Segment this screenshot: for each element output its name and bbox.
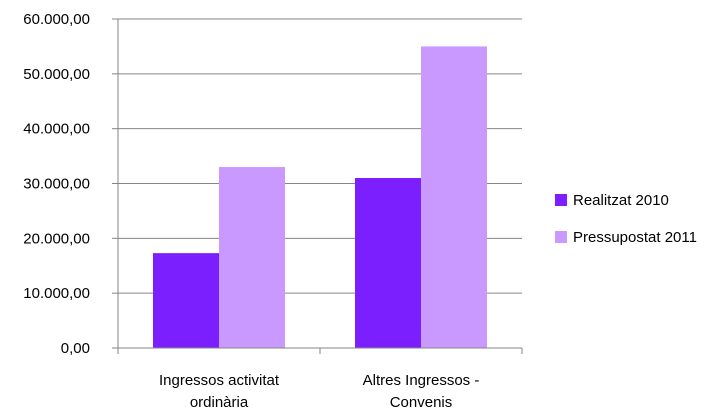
bars: [153, 46, 487, 349]
legend: Realitzat 2010 Pressupostat 2011: [555, 192, 697, 246]
y-tick-labels: 0,00 10.000,00 20.000,00 30.000,00 40.000,00…: [23, 11, 90, 357]
x-category-label: ordinària: [190, 394, 249, 409]
legend-label: Pressupostat 2011: [573, 229, 697, 246]
y-tick-label: 40.000,00: [23, 121, 90, 138]
legend-swatch: [555, 231, 567, 243]
legend-swatch: [555, 194, 567, 206]
y-tick-label: 60.000,00: [23, 11, 90, 28]
y-tick-label: 0,00: [61, 340, 90, 357]
x-category-labels: Ingressos activitat ordinària Altres Ingre…: [159, 372, 480, 411]
y-tick-label: 10.000,00: [23, 285, 90, 302]
axes: [112, 18, 523, 354]
y-tick-label: 30.000,00: [23, 176, 90, 193]
bar-realitzat-2010-2: [355, 178, 421, 348]
y-tick-label: 50.000,00: [23, 66, 90, 83]
x-category-label: Altres Ingressos -: [363, 372, 480, 389]
legend-label: Realitzat 2010: [573, 192, 669, 209]
x-category-label: Ingressos activitat: [159, 372, 280, 389]
x-category-label: Convenis: [390, 394, 453, 409]
bar-pressupostat-2011-2: [421, 46, 487, 349]
y-tick-label: 20.000,00: [23, 230, 90, 247]
bar-realitzat-2010-1: [153, 253, 219, 348]
bar-pressupostat-2011-1: [219, 167, 285, 348]
